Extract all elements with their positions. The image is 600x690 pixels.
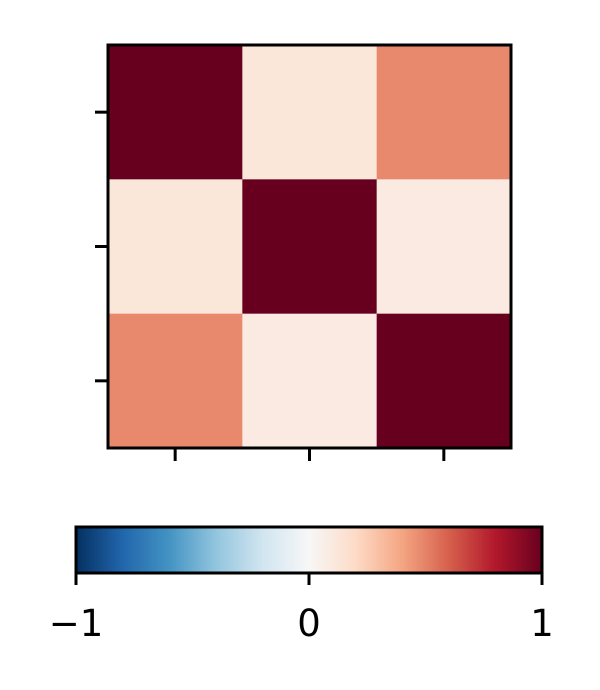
heatmap-cell-r3-c2 <box>242 313 378 449</box>
heatmap-cell-r3-c3 <box>376 313 512 449</box>
heatmap-cell-r3-c1 <box>108 313 243 449</box>
heatmap-ticks <box>95 110 446 461</box>
heatmap-cell-r1-c1 <box>108 45 243 180</box>
colorbar <box>76 527 542 573</box>
heatmap-cell-r1-c3 <box>376 45 512 180</box>
colorbar-tick-label-max: 1 <box>530 602 554 645</box>
heatmap-cells <box>108 45 512 449</box>
colorbar-ticks <box>74 573 544 585</box>
colorbar-tick-label-mid: 0 <box>297 602 321 645</box>
heatmap-cell-r2-c1 <box>108 179 243 315</box>
heatmap-cell-r2-c2 <box>242 179 378 315</box>
heatmap-cell-r2-c3 <box>376 179 512 315</box>
heatmap-cell-r1-c2 <box>242 45 378 180</box>
colorbar-tick-label-min: −1 <box>49 602 104 645</box>
